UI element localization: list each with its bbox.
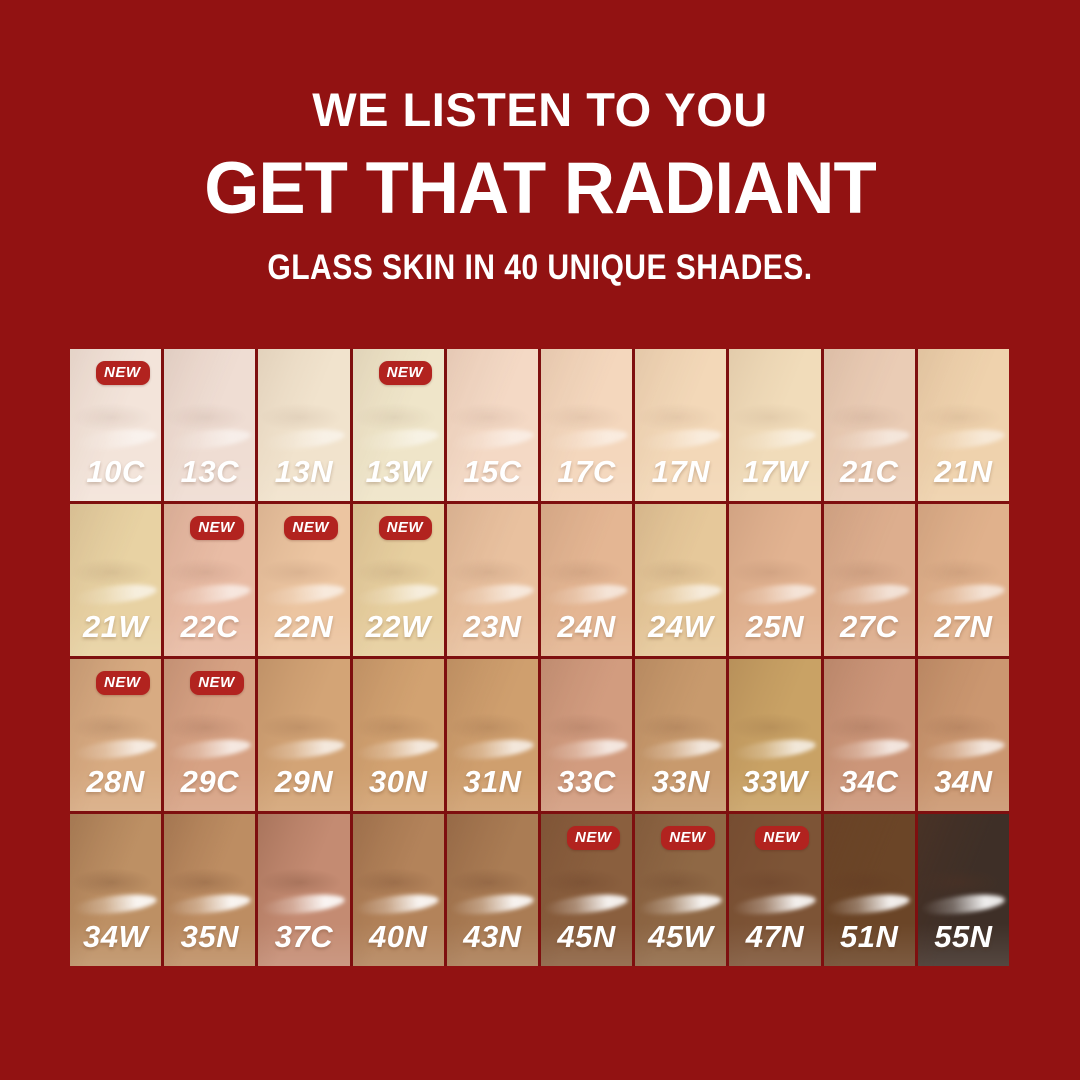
new-badge: NEW	[190, 516, 244, 540]
shade-code-label: 35N	[180, 919, 239, 954]
shade-code-label: 34N	[934, 764, 993, 799]
shade-swatch-17c: 17C	[540, 349, 633, 501]
shade-code-label: 17C	[557, 454, 616, 489]
shade-swatch-55n: 55N	[917, 814, 1009, 966]
new-badge: NEW	[755, 826, 809, 850]
shade-swatch-29c: NEW 29C	[164, 659, 256, 811]
shade-code-label: 17N	[651, 454, 710, 489]
shade-code-label: 33N	[651, 764, 710, 799]
shade-code-label: 21W	[82, 609, 149, 644]
shade-swatch-13n: 13N	[258, 349, 350, 501]
shade-swatch-34n: 34N	[917, 659, 1009, 811]
new-badge: NEW	[190, 671, 244, 695]
shade-code-label: 37C	[274, 919, 334, 954]
shade-code-label: 22C	[180, 609, 239, 644]
shade-code-label: 24W	[648, 609, 714, 644]
headline-line-2: GET THAT RADIANT	[204, 148, 876, 229]
shade-swatch-29n: 29N	[258, 659, 350, 811]
shade-code-label: 51N	[840, 919, 899, 954]
shade-swatch-35n: 35N	[164, 814, 256, 966]
new-badge: NEW	[566, 826, 621, 850]
shade-code-label: 21N	[934, 454, 993, 489]
shade-code-label: 13N	[274, 454, 334, 489]
shade-code-label: 21C	[840, 454, 899, 489]
shade-code-label: 34W	[82, 919, 149, 954]
shade-code-label: 22N	[274, 609, 334, 644]
shade-swatch-21w: 21W	[70, 504, 162, 656]
shade-code-label: 45N	[557, 919, 616, 954]
shade-swatch-22w: NEW 22W	[352, 504, 444, 656]
shade-swatch-13w: NEW 13W	[352, 349, 444, 501]
shade-code-label: 33W	[742, 764, 808, 799]
shade-swatch-17w: 17W	[729, 349, 821, 501]
shade-code-label: 27C	[840, 609, 899, 644]
shade-swatch-33w: 33W	[729, 659, 821, 811]
new-badge: NEW	[661, 826, 715, 850]
shade-code-label: 43N	[463, 919, 522, 954]
shade-swatch-10c: NEW 10C	[70, 349, 162, 501]
new-badge: NEW	[378, 516, 433, 540]
shade-swatch-28n: NEW 28N	[70, 659, 162, 811]
shade-code-label: 24N	[557, 609, 616, 644]
shade-swatch-24w: 24W	[635, 504, 727, 656]
shade-swatch-43n: 43N	[446, 814, 538, 966]
shade-swatch-23n: 23N	[446, 504, 538, 656]
shade-swatch-27n: 27N	[917, 504, 1009, 656]
shade-swatch-37c: 37C	[258, 814, 350, 966]
shade-code-label: 45W	[648, 919, 714, 954]
shade-swatch-17n: 17N	[635, 349, 727, 501]
shade-code-label: 10C	[86, 454, 145, 489]
shade-swatch-30n: 30N	[352, 659, 444, 811]
shade-swatch-45w: NEW 45W	[635, 814, 727, 966]
shade-code-label: 30N	[369, 764, 428, 799]
shade-swatch-33c: 33C	[540, 659, 633, 811]
new-badge: NEW	[96, 671, 150, 695]
shade-code-label: 31N	[463, 764, 522, 799]
shade-code-label: 25N	[745, 609, 805, 644]
shade-swatch-34c: 34C	[823, 659, 915, 811]
shade-swatch-13c: 13C	[164, 349, 256, 501]
shade-swatch-33n: 33N	[635, 659, 727, 811]
new-badge: NEW	[284, 516, 338, 540]
shade-code-label: 22W	[365, 609, 431, 644]
shade-code-label: 23N	[463, 609, 522, 644]
headline-line-3: GLASS SKIN IN 40 UNIQUE SHADES.	[267, 248, 813, 287]
shade-code-label: 34C	[840, 764, 899, 799]
shade-swatch-47n: NEW 47N	[729, 814, 821, 966]
shade-code-label: 40N	[369, 919, 428, 954]
shade-swatch-40n: 40N	[352, 814, 444, 966]
shade-swatch-51n: 51N	[823, 814, 915, 966]
shade-swatch-31n: 31N	[446, 659, 538, 811]
shade-swatch-21c: 21C	[823, 349, 915, 501]
shade-code-label: 33C	[557, 764, 616, 799]
shade-swatch-21n: 21N	[917, 349, 1009, 501]
shade-code-label: 27N	[934, 609, 993, 644]
shade-code-label: 13W	[365, 454, 431, 489]
shade-swatch-45n: NEW 45N	[540, 814, 633, 966]
shade-code-label: 47N	[745, 919, 805, 954]
shade-swatch-22n: NEW 22N	[258, 504, 350, 656]
shade-code-label: 29C	[180, 764, 239, 799]
shade-swatch-15c: 15C	[446, 349, 538, 501]
shade-swatch-22c: NEW 22C	[164, 504, 256, 656]
shade-swatch-34w: 34W	[70, 814, 162, 966]
new-badge: NEW	[378, 361, 433, 385]
shade-code-label: 29N	[274, 764, 334, 799]
shade-grid: NEW 10C 13C 13N NEW 13W 15C 17C 17N 17W 21C 21N 21W N…	[70, 349, 1009, 966]
shade-code-label: 28N	[86, 764, 145, 799]
shade-code-label: 15C	[463, 454, 522, 489]
headline-line-1: WE LISTEN TO YOU	[312, 83, 768, 136]
shade-code-label: 13C	[180, 454, 239, 489]
shade-swatch-24n: 24N	[540, 504, 633, 656]
new-badge: NEW	[96, 361, 150, 385]
shade-code-label: 17W	[742, 454, 808, 489]
shade-swatch-25n: 25N	[729, 504, 821, 656]
shade-swatch-27c: 27C	[823, 504, 915, 656]
shade-code-label: 55N	[934, 919, 993, 954]
